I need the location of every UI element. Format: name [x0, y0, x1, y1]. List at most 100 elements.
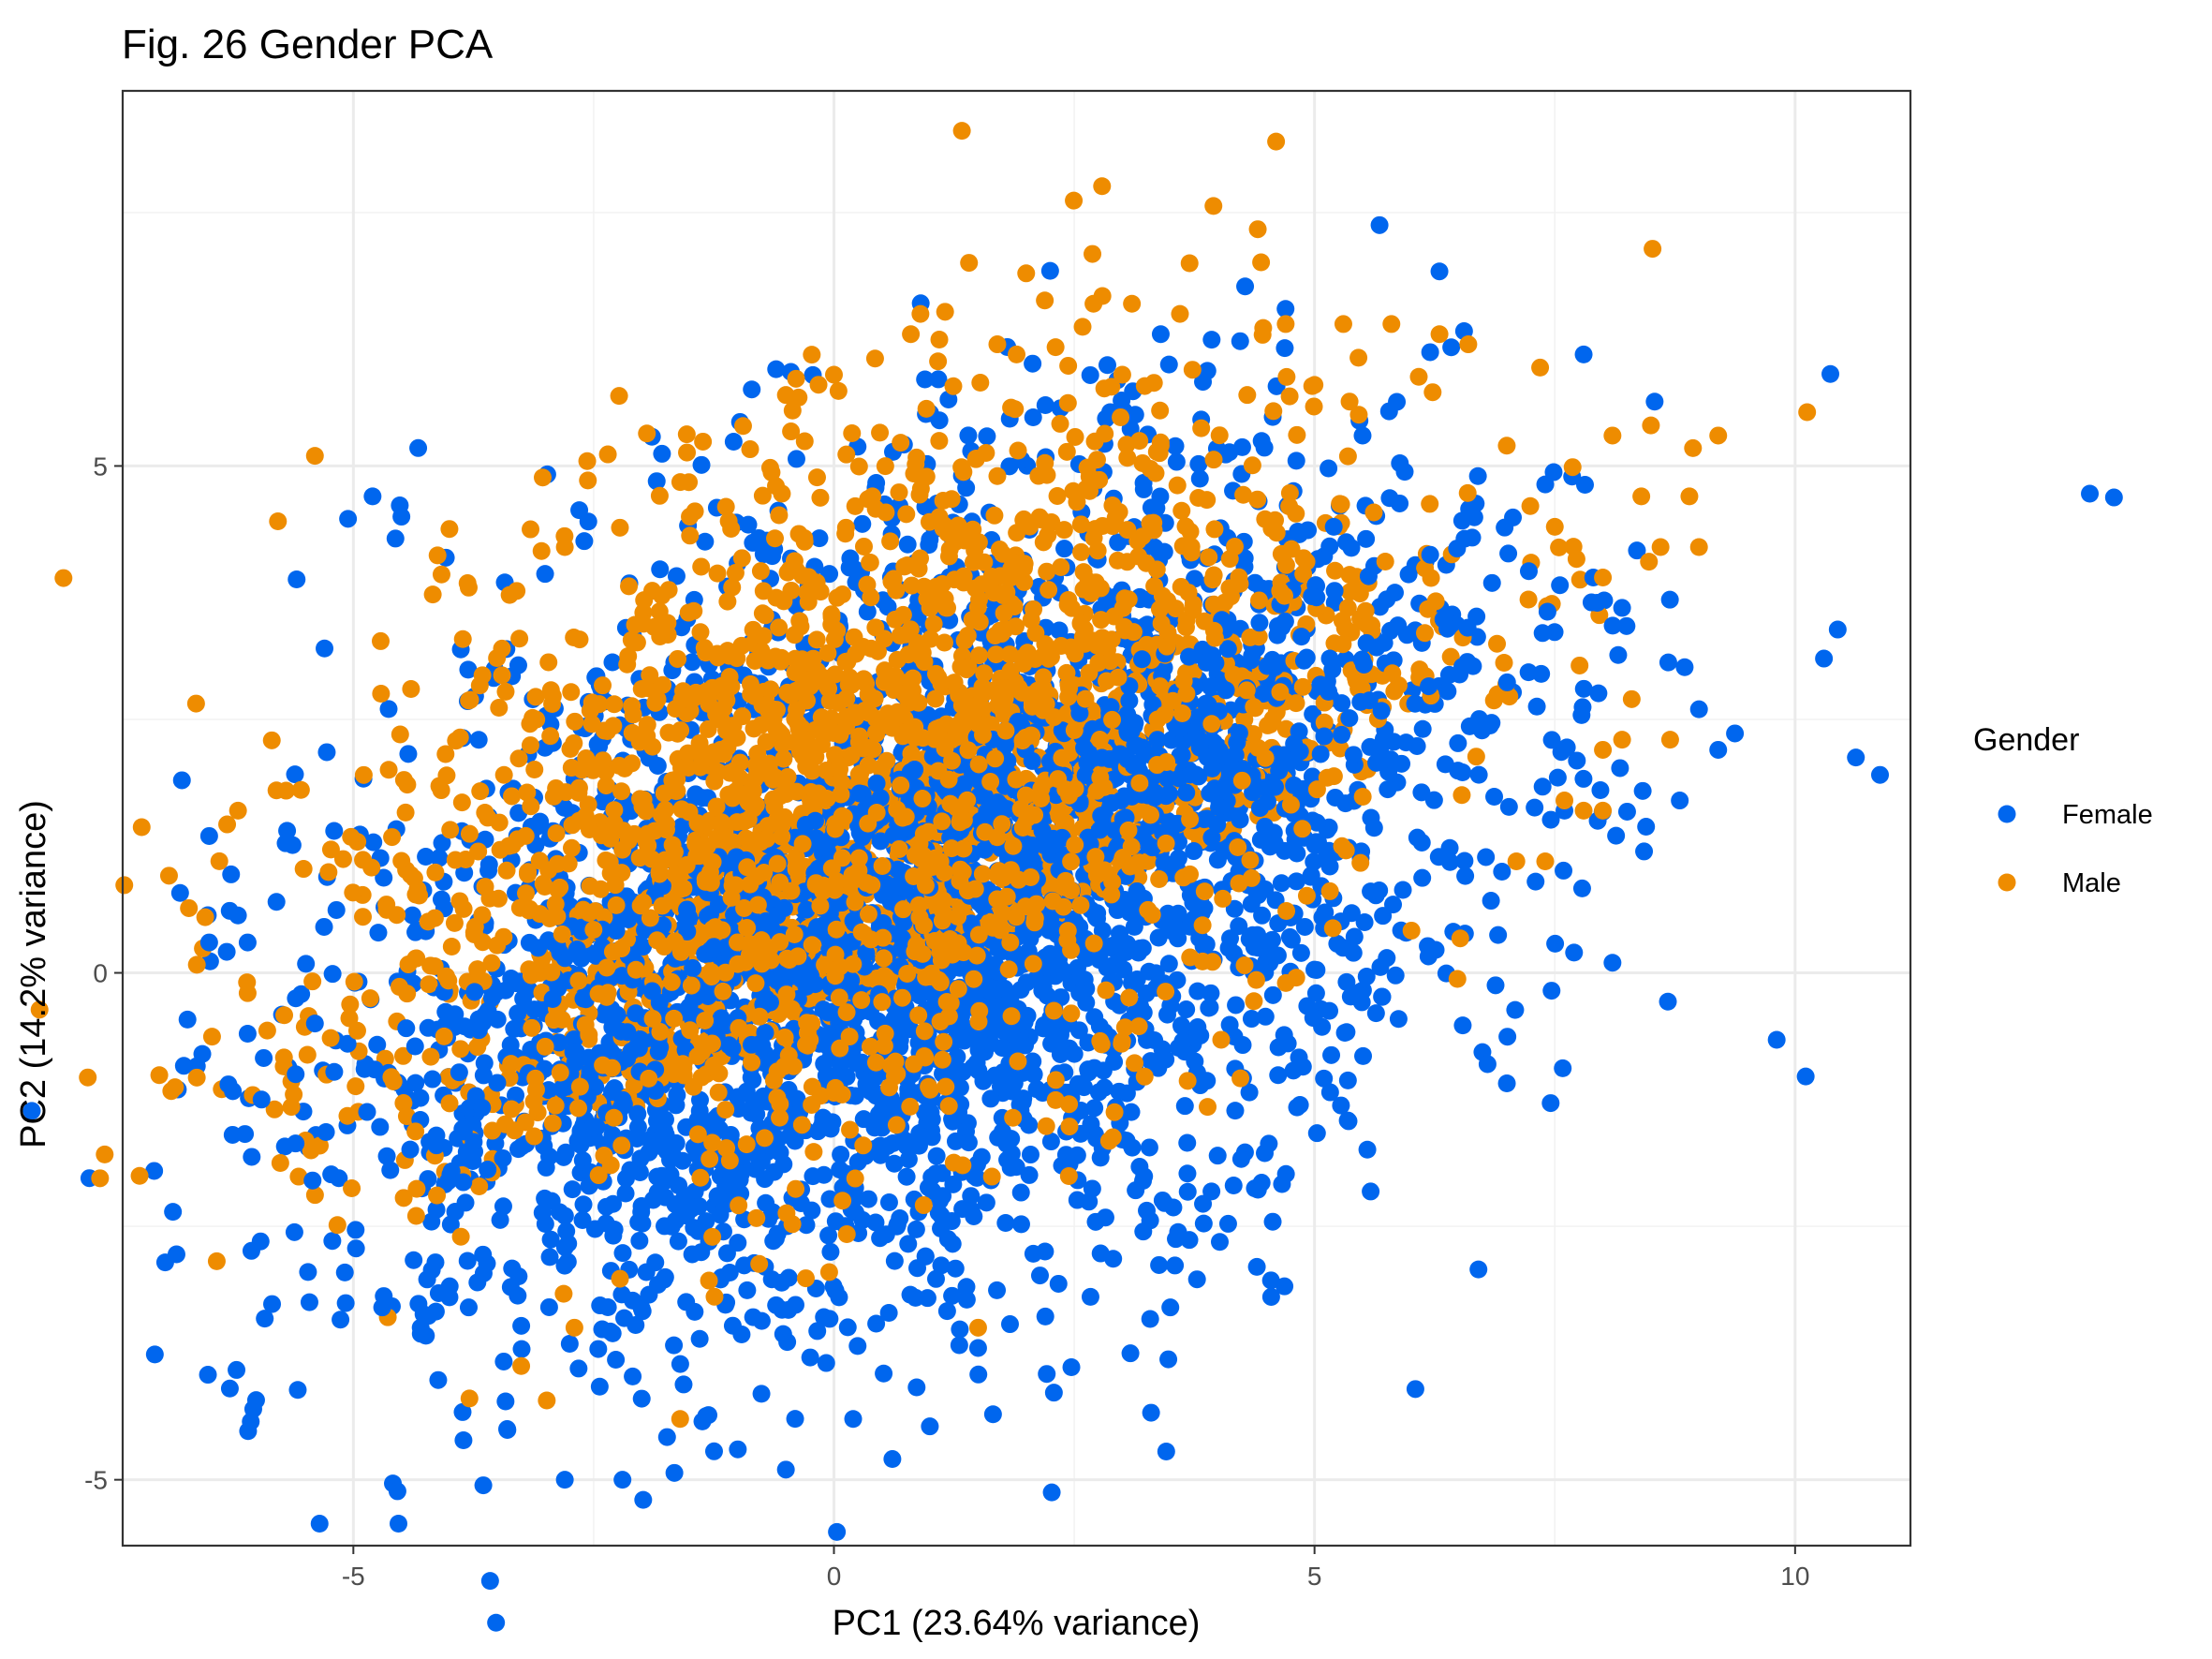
scatter-point-male	[1280, 483, 1299, 502]
scatter-point-male	[180, 898, 199, 917]
scatter-point-male	[739, 810, 758, 829]
scatter-point-female	[317, 743, 336, 762]
scatter-point-female	[1371, 957, 1390, 976]
scatter-point-female	[820, 565, 839, 584]
scatter-point-male	[305, 1186, 324, 1205]
scatter-point-female	[1276, 1277, 1294, 1296]
scatter-point-female	[454, 1430, 473, 1449]
scatter-point-male	[460, 691, 479, 710]
scatter-point-female	[906, 761, 924, 779]
scatter-point-male	[669, 649, 687, 668]
scatter-point-female	[821, 1242, 840, 1261]
scatter-point-male	[886, 610, 905, 629]
scatter-point-male	[1093, 177, 1112, 196]
scatter-point-male	[654, 675, 672, 694]
scatter-point-male	[1248, 490, 1267, 509]
scatter-point-male	[936, 303, 954, 321]
scatter-point-female	[1038, 1365, 1056, 1384]
scatter-point-female	[1261, 1271, 1280, 1290]
scatter-point-female	[1189, 454, 1208, 473]
scatter-point-female	[1307, 1124, 1326, 1143]
scatter-point-female	[1049, 1274, 1068, 1293]
scatter-point-male	[1318, 768, 1336, 787]
scatter-point-female	[174, 1057, 193, 1075]
scatter-point-male	[1000, 645, 1019, 664]
scatter-point-male	[1152, 615, 1171, 633]
scatter-point-male	[453, 630, 472, 648]
scatter-point-male	[493, 666, 511, 685]
scatter-point-female	[1295, 917, 1314, 936]
scatter-point-male	[569, 811, 588, 830]
scatter-point-male	[441, 821, 460, 839]
scatter-point-female	[1150, 1255, 1169, 1274]
scatter-point-female	[1449, 733, 1467, 752]
scatter-point-female	[957, 1290, 976, 1309]
scatter-point-female	[1871, 765, 1890, 784]
scatter-point-female	[848, 1337, 867, 1355]
scatter-point-male	[694, 432, 713, 451]
scatter-point-male	[1192, 419, 1211, 437]
scatter-point-female	[1497, 1074, 1516, 1092]
scatter-point-female	[1362, 1182, 1380, 1201]
scatter-point-male	[1046, 338, 1065, 357]
scatter-point-female	[243, 1148, 261, 1166]
scatter-point-female	[899, 1080, 918, 1099]
scatter-point-female	[170, 883, 189, 902]
scatter-point-male	[563, 838, 582, 857]
scatter-point-male	[1458, 483, 1477, 502]
scatter-point-male	[643, 582, 662, 600]
scatter-point-female	[921, 1417, 939, 1436]
scatter-point-male	[1118, 449, 1137, 467]
scatter-point-male	[944, 377, 963, 395]
scatter-point-female	[871, 1136, 890, 1155]
scatter-point-female	[555, 1256, 574, 1275]
scatter-point-male	[1144, 374, 1163, 393]
scatter-point-female	[474, 1066, 493, 1085]
scatter-point-male	[601, 829, 620, 848]
scatter-point-female	[692, 1243, 711, 1262]
scatter-point-female	[929, 370, 948, 389]
scatter-point-male	[581, 877, 599, 896]
scatter-point-female	[1493, 863, 1512, 881]
scatter-point-female	[1042, 1483, 1061, 1502]
scatter-point-female	[724, 432, 743, 451]
scatter-point-male	[420, 975, 438, 994]
scatter-point-male	[1571, 570, 1589, 589]
scatter-point-female	[300, 1293, 318, 1311]
scatter-point-female	[358, 1103, 376, 1121]
scatter-point-male	[470, 1178, 489, 1196]
scatter-point-female	[1166, 437, 1185, 455]
scatter-point-female	[1438, 682, 1457, 701]
scatter-point-male	[303, 972, 322, 991]
scatter-point-female	[1062, 1357, 1081, 1376]
scatter-point-male	[517, 884, 536, 903]
scatter-point-male	[1133, 527, 1152, 546]
scatter-point-male	[786, 626, 804, 644]
scatter-point-female	[335, 1263, 354, 1281]
scatter-point-female	[1607, 826, 1626, 845]
scatter-point-female	[1499, 797, 1518, 816]
scatter-point-female	[347, 1221, 365, 1239]
scatter-point-female	[403, 906, 421, 925]
scatter-point-female	[1187, 1270, 1206, 1289]
scatter-point-female	[879, 1303, 898, 1322]
scatter-point-female	[1554, 1059, 1572, 1077]
scatter-point-female	[1024, 1052, 1042, 1071]
scatter-point-male	[159, 867, 178, 885]
scatter-point-male	[795, 532, 814, 551]
scatter-point-female	[199, 1366, 217, 1385]
scatter-point-male	[392, 852, 411, 870]
scatter-point-male	[1563, 458, 1582, 477]
scatter-point-female	[1104, 1250, 1123, 1268]
scatter-point-female	[1548, 768, 1567, 787]
scatter-point-male	[1048, 486, 1067, 505]
scatter-point-female	[1233, 1036, 1252, 1055]
scatter-point-male	[1244, 725, 1262, 744]
scatter-point-female	[1538, 602, 1556, 621]
scatter-point-female	[1253, 906, 1272, 925]
scatter-point-female	[509, 1004, 527, 1023]
scatter-point-female	[1572, 879, 1591, 897]
scatter-point-male	[354, 851, 373, 869]
scatter-point-female	[1201, 677, 1219, 696]
scatter-point-female	[429, 1370, 448, 1389]
